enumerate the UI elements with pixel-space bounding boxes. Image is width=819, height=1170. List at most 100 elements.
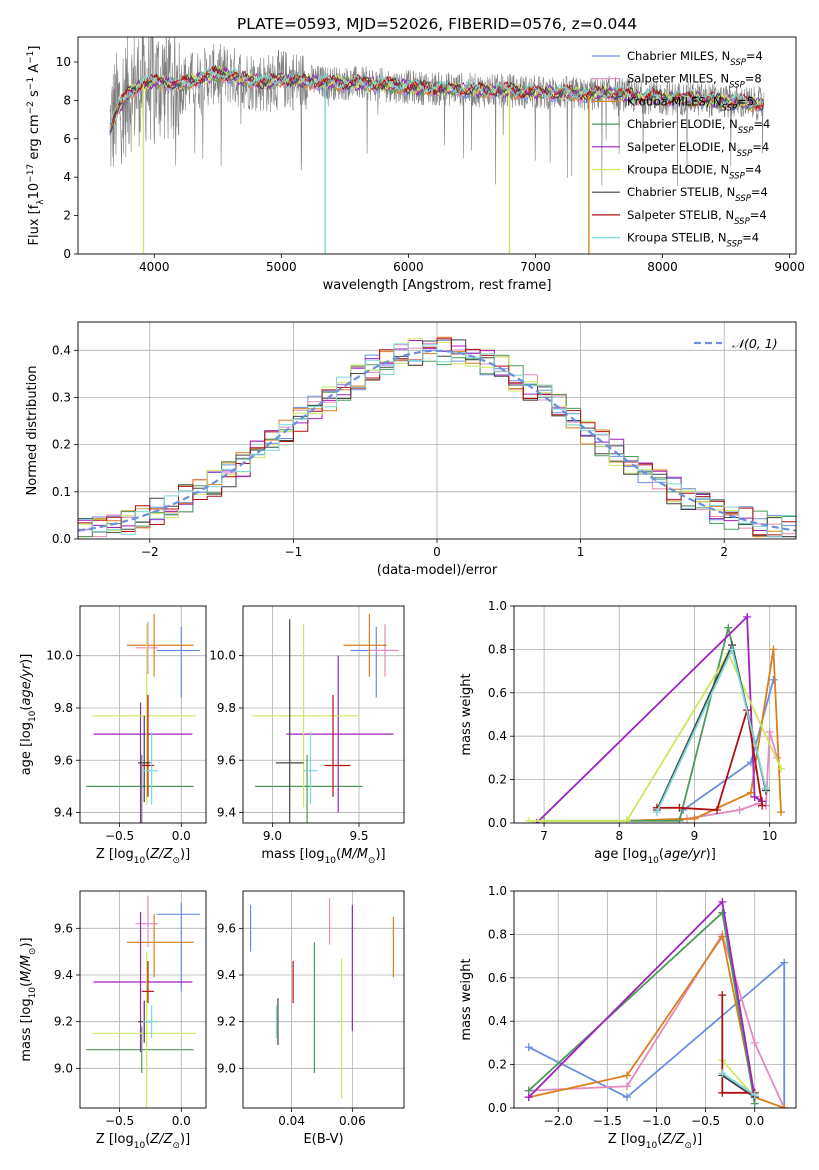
- legend-label: Chabrier ELODIE, NSSP=4: [627, 117, 770, 136]
- y-tick-label: 8: [63, 93, 71, 107]
- y-tick-label: 0.6: [488, 971, 507, 985]
- y-tick-label: 9.4: [217, 806, 236, 820]
- weight-marker-chabrier_miles: [769, 675, 778, 684]
- x-tick-label: −0.5: [105, 829, 134, 843]
- weight-marker-kroupa_miles: [718, 932, 727, 941]
- legend-sub: SSP: [729, 172, 745, 182]
- label-part: (: [145, 1132, 150, 1147]
- weight-marker-kroupa_elodie: [776, 764, 785, 773]
- y-tick-label: 0.4: [488, 1014, 507, 1028]
- label-part: Normed distribution: [25, 366, 40, 496]
- weight-marker-kroupa_miles: [769, 645, 778, 654]
- label-part: 10: [646, 1141, 658, 1151]
- legend-sub: SSP: [735, 194, 751, 204]
- label-part: )]: [180, 847, 190, 862]
- y-tick-label: 9.6: [54, 753, 73, 767]
- x-tick-label: 9.0: [263, 829, 282, 843]
- y-tick-label: 0.8: [488, 927, 507, 941]
- weight-marker-kroupa_stelib: [761, 784, 770, 793]
- y-tick-label: 10: [56, 55, 71, 69]
- label-part: mass weight: [459, 673, 474, 755]
- label-part: 10: [28, 987, 38, 999]
- y-tick-label: 9.2: [217, 1015, 236, 1029]
- y-tick-label: 9.0: [217, 1061, 236, 1075]
- y-tick-label: 9.6: [217, 753, 236, 767]
- axes-frame: [77, 321, 797, 540]
- y-tick-label: 9.8: [217, 701, 236, 715]
- weight-marker-kroupa_miles: [690, 814, 699, 823]
- label-part: M/M: [19, 955, 34, 982]
- y-tick-label: 0.2: [488, 1058, 507, 1072]
- y-tick-label: 6: [63, 132, 71, 146]
- plot-area: [514, 891, 796, 1108]
- legend-sub: SSP: [738, 126, 754, 136]
- label-part: −1: [26, 77, 36, 90]
- legend-label: Salpeter STELIB, NSSP=4: [627, 208, 767, 227]
- label-part: Z/Z: [661, 1132, 685, 1147]
- x-axis-label: E(B-V): [303, 1132, 343, 1147]
- x-tick-label: 10: [762, 829, 777, 843]
- label-part: 10: [134, 1141, 146, 1151]
- x-tick-label: 9000: [774, 260, 805, 274]
- panel-spectrum: 4000 5000 6000 7000 8000 9000 0 2 4 6 8 10 wavelengt…: [26, 36, 805, 293]
- plot-area: [243, 606, 404, 823]
- weight-marker-salpeter_elodie: [750, 792, 759, 801]
- x-tick-label: 8: [615, 829, 623, 843]
- label-part: s: [27, 90, 42, 101]
- label-part: 10: [27, 183, 42, 200]
- weight-line-salpeter_elodie: [535, 614, 763, 823]
- label-part: )]: [180, 1132, 190, 1147]
- x-tick-label: 9.5: [349, 829, 368, 843]
- x-tick-label: −1.0: [642, 1114, 671, 1128]
- y-tick-label: 0: [63, 247, 71, 261]
- plot-area: [514, 606, 796, 823]
- weight-marker-chabrier_elodie: [675, 816, 684, 823]
- histogram-salpeter_stelib: [78, 338, 796, 536]
- plot-area: [80, 606, 206, 823]
- x-tick-label: 7000: [520, 260, 551, 274]
- legend-label: Kroupa ELODIE, NSSP=4: [627, 163, 762, 182]
- y-axis-label: mass weight: [459, 958, 474, 1040]
- legend-sub: SSP: [730, 58, 746, 68]
- label-part: Z [log: [96, 1132, 134, 1147]
- label-part: A: [27, 64, 42, 77]
- panel-age_vs_mass: 9.0 9.5 9.4 9.6 9.8 10.0 mass [log10(M/M⊙)]: [209, 605, 405, 866]
- weight-marker-kroupa_stelib: [718, 1069, 727, 1078]
- label-part: λ: [36, 199, 46, 205]
- legend-sub: SSP: [734, 217, 750, 227]
- label-part: −1: [26, 51, 36, 64]
- y-tick-label: 9.6: [217, 921, 236, 935]
- histogram-kroupa_stelib: [78, 343, 796, 538]
- y-tick-label: 9.2: [54, 1015, 73, 1029]
- label-part: −2: [26, 101, 36, 114]
- legend-text: Kroupa MILES, N: [627, 94, 722, 108]
- x-tick-label: 5000: [266, 260, 297, 274]
- label-part: ]: [27, 46, 42, 51]
- normal-curve: [78, 349, 796, 532]
- x-tick-label: 0.0: [172, 1114, 191, 1128]
- plot-area: [78, 322, 796, 539]
- label-part: (: [657, 1132, 662, 1147]
- label-part: ⊙: [172, 856, 180, 866]
- figure-title: PLATE=0593, MJD=52026, FIBERID=0576, z=0…: [237, 15, 637, 33]
- legend-label: Kroupa STELIB, NSSP=4: [627, 231, 759, 250]
- weight-line-kroupa_stelib: [721, 1072, 756, 1096]
- legend-label: Salpeter ELODIE, NSSP=4: [627, 140, 769, 159]
- legend-label: Kroupa MILES, NSSP=5: [627, 94, 754, 113]
- y-tick-label: 4: [63, 170, 71, 184]
- y-tick-label: 0.0: [52, 532, 71, 546]
- label-part: (: [145, 847, 150, 862]
- legend-text: Kroupa ELODIE, N: [627, 163, 729, 177]
- y-tick-label: 9.0: [54, 1061, 73, 1075]
- legend-label: Chabrier STELIB, NSSP=4: [627, 185, 768, 204]
- model-spectrum-chabrier_stelib: [109, 64, 764, 134]
- plot-area: [109, 37, 765, 254]
- legend-label: 𝒩(0, 1): [732, 336, 778, 351]
- model-spectrum-salpeter_stelib: [109, 65, 764, 132]
- y-tick-label: 1.0: [488, 884, 507, 898]
- y-tick-label: 0.3: [52, 390, 71, 404]
- weight-marker-salpeter_elodie: [524, 1093, 533, 1102]
- label-part: age [log: [594, 847, 647, 862]
- y-tick-label: 0.0: [488, 1101, 507, 1115]
- legend-sub: SSP: [729, 81, 745, 91]
